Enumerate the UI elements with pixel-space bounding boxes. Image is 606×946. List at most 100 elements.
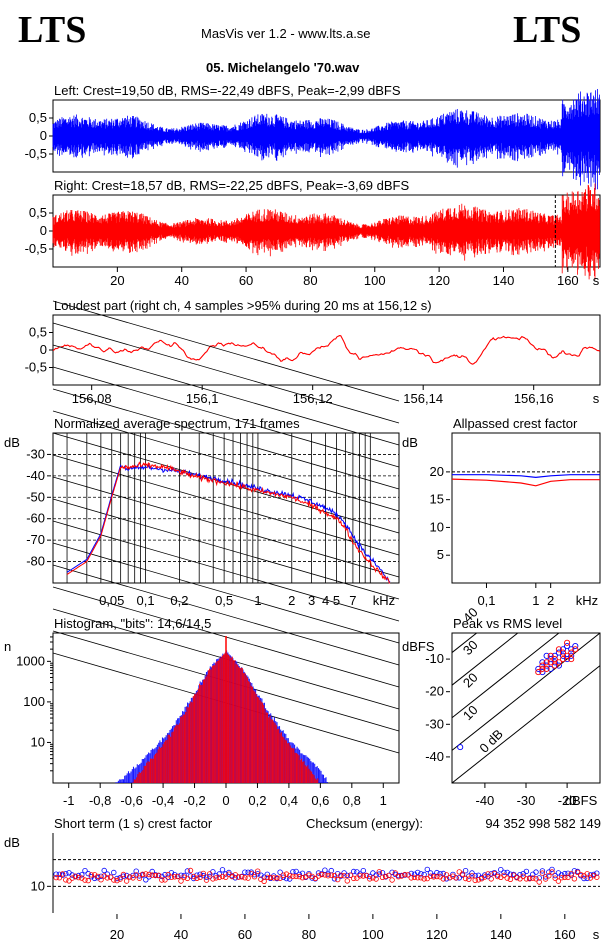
waveform-trace <box>52 335 601 365</box>
scatter-point <box>543 665 550 672</box>
y-tick-label: -0,5 <box>25 241 47 256</box>
scatter-point <box>551 659 558 666</box>
lts-logo-left: LTS <box>18 9 87 51</box>
crest-point <box>437 871 443 877</box>
x-tick-label: 80 <box>302 927 316 942</box>
crest-point <box>287 876 293 882</box>
crest-point <box>354 869 360 875</box>
crest-point <box>562 874 568 881</box>
crest-point <box>427 870 434 876</box>
crest-point <box>555 878 562 884</box>
crest-point <box>331 876 338 882</box>
crest-point <box>322 872 328 878</box>
crest-point <box>69 872 75 878</box>
slope-line <box>52 388 400 490</box>
x-tick-label: 160 <box>557 273 579 288</box>
crest-point <box>491 870 498 877</box>
crest-point <box>450 871 456 878</box>
crest-point <box>517 872 523 878</box>
scatter-point <box>555 646 562 653</box>
x-tick-label: 0,2 <box>248 793 266 808</box>
panel-spectrum: Normalized average spectrum, 171 frames d… <box>4 300 400 754</box>
crest-point <box>287 873 293 879</box>
slope-line <box>52 454 400 556</box>
panel-title: Left: Crest=19,50 dB, RMS=-22,49 dBFS, P… <box>54 83 401 98</box>
x-tick-label: -20 <box>558 793 577 808</box>
y-tick-label: 15 <box>430 492 444 507</box>
histogram-trace-left <box>115 650 328 783</box>
crest-point <box>219 867 226 873</box>
crest-point <box>367 876 373 882</box>
crest-point <box>200 872 206 879</box>
panel-allpassed-crest: Allpassed crest factor dB 20 15 10 5 0,1 1 2 kHz <box>402 416 601 608</box>
scatter-point <box>568 652 575 659</box>
crest-point <box>351 875 357 882</box>
panel-histogram: Histogram, "bits": 14,6/14,5n100010010-1… <box>4 616 400 808</box>
crest-point <box>255 868 261 874</box>
crest-point <box>296 873 302 880</box>
crest-point <box>149 868 155 875</box>
scatter-point <box>559 646 567 653</box>
crest-point <box>546 873 552 879</box>
crest-point <box>376 869 382 875</box>
crest-point <box>290 873 296 880</box>
crest-point <box>462 875 469 882</box>
crest-point <box>571 868 578 874</box>
crest-point <box>520 873 526 879</box>
crest-point <box>328 867 334 874</box>
x-tick-label: 156,16 <box>514 391 554 406</box>
crest-point <box>562 870 568 877</box>
crest-point <box>472 877 478 884</box>
crest-point <box>434 869 440 876</box>
panel-short-term-crest: Short term (1 s) crest factor Checksum (e… <box>4 816 601 942</box>
x-tick-label: -1 <box>63 793 75 808</box>
crest-point <box>293 868 299 875</box>
crest-point <box>143 877 149 883</box>
crest-point <box>181 874 187 880</box>
crest-point <box>542 876 549 882</box>
slope-line <box>52 498 400 600</box>
crest-point <box>389 877 395 883</box>
x-tick-label: -0,6 <box>120 793 142 808</box>
crest-point <box>143 871 149 877</box>
x-tick-label: 120 <box>428 273 450 288</box>
crest-point <box>56 875 63 881</box>
scatter-point <box>547 665 554 672</box>
y-tick-label: -80 <box>26 554 45 569</box>
crest-point <box>299 875 306 881</box>
crest-point <box>184 875 191 882</box>
crest-point <box>98 877 104 883</box>
crest-point <box>539 870 546 876</box>
scatter-point <box>559 656 567 663</box>
crest-point <box>133 868 139 874</box>
x-tick-label: 0,1 <box>137 593 155 608</box>
crest-point <box>216 874 222 881</box>
crest-point <box>552 872 558 879</box>
crest-point <box>178 878 184 884</box>
x-tick-label: 0,8 <box>343 793 361 808</box>
crest-point <box>462 868 469 874</box>
spectrum-trace-right <box>66 461 391 584</box>
crest-point <box>530 875 536 881</box>
crest-point <box>411 874 418 881</box>
y-tick-label: 10 <box>31 734 45 749</box>
panel-title: Normalized average spectrum, 171 frames <box>54 416 300 431</box>
crest-point <box>328 872 334 878</box>
x-tick-label: 2 <box>547 593 554 608</box>
panel-title: Right: Crest=18,57 dB, RMS=-22,25 dBFS, … <box>54 178 409 193</box>
crest-point <box>504 875 510 881</box>
app-title: MasVis ver 1.2 - www.lts.a.se <box>201 26 371 41</box>
checksum-value: 94 352 998 582 149 <box>485 816 601 831</box>
scatter-point <box>547 659 554 666</box>
crest-point <box>197 874 203 880</box>
crest-trace-left <box>452 474 600 479</box>
crest-point <box>405 872 411 878</box>
crest-point <box>136 873 143 879</box>
plot-frame <box>52 432 400 584</box>
crest-point <box>206 871 213 877</box>
crest-point <box>399 873 405 879</box>
crest-point <box>578 872 584 878</box>
crest-point <box>280 874 286 880</box>
y-tick-label: -30 <box>425 716 444 731</box>
